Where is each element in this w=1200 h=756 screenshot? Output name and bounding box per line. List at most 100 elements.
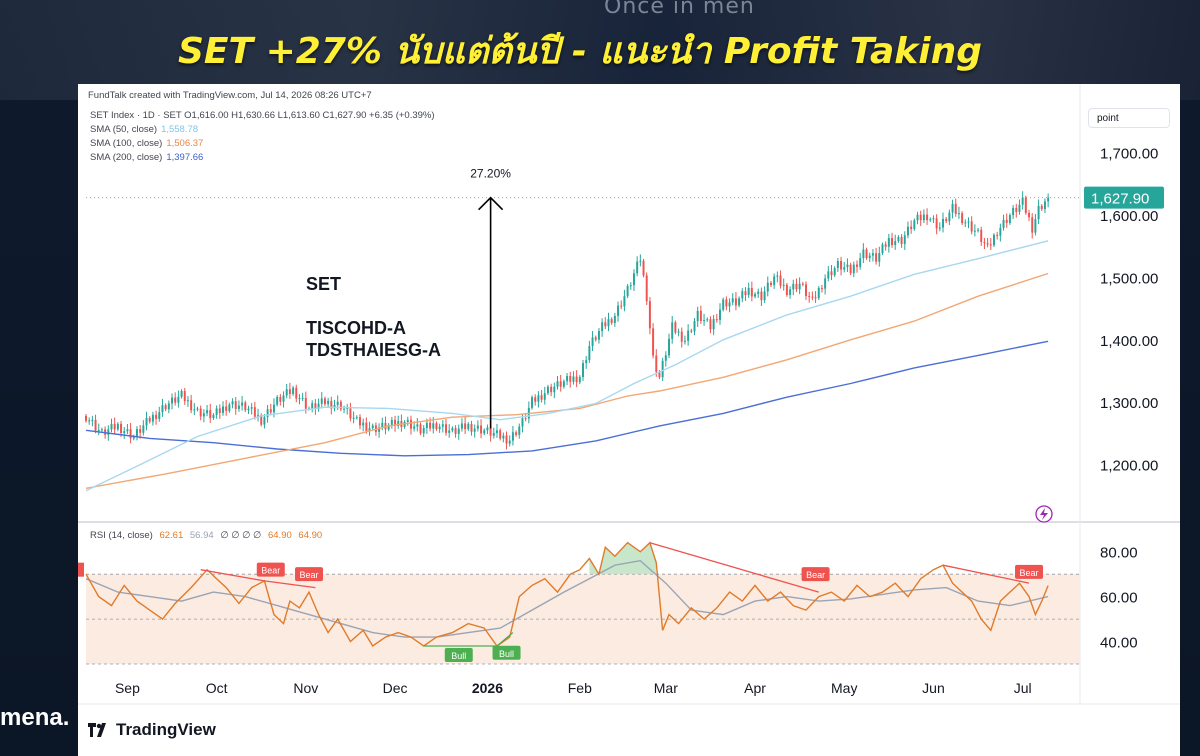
candle-body xyxy=(298,398,301,400)
candle xyxy=(938,222,941,232)
candle xyxy=(980,226,983,246)
candle-body xyxy=(722,299,725,310)
candle-body xyxy=(202,413,205,417)
candle xyxy=(1043,198,1046,213)
divergence-badge xyxy=(256,562,285,577)
candle-body xyxy=(875,253,878,262)
price-unit-selector[interactable]: point xyxy=(1088,108,1170,128)
chart-canvas[interactable]: 1,200.00 1,300.00 1,400.00 1,500.00 1,600.00… xyxy=(78,84,1180,720)
candle-body xyxy=(320,398,323,404)
candle-body xyxy=(132,436,135,439)
candle-body xyxy=(199,408,202,417)
candle-body xyxy=(566,376,569,382)
last-price-label: 1,627.90 xyxy=(1091,191,1149,208)
candle xyxy=(483,428,486,436)
candle xyxy=(378,423,381,438)
divergence-line xyxy=(649,542,819,593)
candle xyxy=(228,402,231,413)
candle-body xyxy=(623,296,626,307)
candle xyxy=(999,223,1002,242)
candle-body xyxy=(645,275,648,302)
legend-sma200-value: 1,397.66 xyxy=(166,152,204,163)
candle-body xyxy=(626,285,629,297)
candle xyxy=(696,306,699,327)
candle-body xyxy=(677,331,680,333)
candle xyxy=(642,258,645,278)
candle-body xyxy=(808,296,811,298)
candle-body xyxy=(292,387,295,394)
candle-body xyxy=(276,396,279,405)
candle xyxy=(932,215,935,224)
candle xyxy=(327,397,330,409)
candle-body xyxy=(371,425,374,429)
legend-sma200-label: SMA (200, close) xyxy=(90,152,163,163)
candle xyxy=(661,357,664,382)
candle-body xyxy=(636,261,639,274)
candle xyxy=(222,401,224,416)
candle xyxy=(556,376,559,390)
candle xyxy=(311,400,314,413)
candle xyxy=(636,256,639,277)
candle-body xyxy=(699,310,702,321)
candle xyxy=(237,400,240,412)
candle-body xyxy=(798,283,801,290)
candle-body xyxy=(578,377,581,383)
time-tick-label: Mar xyxy=(654,680,678,696)
candle-body xyxy=(91,419,94,421)
candle-body xyxy=(346,408,349,410)
chart-created-caption: FundTalk created with TradingView.com, J… xyxy=(88,90,372,101)
candle xyxy=(451,426,454,433)
candle xyxy=(655,349,658,377)
legend-sma50: SMA (50, close) 1,558.78 xyxy=(90,124,198,135)
candle-body xyxy=(840,260,843,270)
candle-body xyxy=(537,395,540,402)
candle-body xyxy=(833,268,836,276)
price-tick-label: 1,400.00 xyxy=(1100,333,1158,350)
candle-body xyxy=(288,389,291,394)
candle xyxy=(626,284,629,299)
candle-body xyxy=(448,430,451,433)
time-tick-label: Jul xyxy=(1014,680,1032,696)
candle xyxy=(757,288,760,298)
candle xyxy=(671,316,674,344)
candle-body xyxy=(789,289,792,295)
candle-body xyxy=(499,430,502,439)
candle-body xyxy=(604,322,607,327)
divergence-label: Bear xyxy=(300,570,319,580)
candle xyxy=(250,403,253,415)
divergence-badge xyxy=(492,645,521,660)
candle-body xyxy=(85,415,87,421)
candle xyxy=(601,318,604,337)
candle-body xyxy=(1028,212,1031,218)
candle xyxy=(88,417,91,425)
candle xyxy=(591,331,594,351)
candle xyxy=(113,417,116,435)
candle-body xyxy=(330,400,333,409)
candle-body xyxy=(763,291,766,301)
legend-sma50-label: SMA (50, close) xyxy=(90,124,158,135)
candle-body xyxy=(476,425,479,429)
candle xyxy=(582,360,584,381)
price-tick-label: 1,600.00 xyxy=(1100,208,1158,225)
annotation-text-line: TDSTHAIESG-A xyxy=(306,340,441,360)
candle xyxy=(473,424,476,438)
candle-body xyxy=(913,220,916,229)
candle xyxy=(559,374,562,392)
candle xyxy=(741,288,744,303)
candle xyxy=(910,220,913,234)
lightning-icon-ring xyxy=(1035,505,1053,523)
candle xyxy=(964,219,967,228)
candle-body xyxy=(1040,205,1043,210)
candle xyxy=(820,284,823,293)
candle xyxy=(725,296,728,311)
candle xyxy=(333,399,336,412)
candle-body xyxy=(432,423,435,429)
candle xyxy=(371,423,374,431)
candle-body xyxy=(661,360,664,378)
candle xyxy=(467,422,470,432)
candle-body xyxy=(365,422,368,431)
candle xyxy=(349,402,352,422)
candle xyxy=(610,317,613,325)
price-tick-label: 1,500.00 xyxy=(1100,270,1158,287)
candle xyxy=(534,394,537,406)
